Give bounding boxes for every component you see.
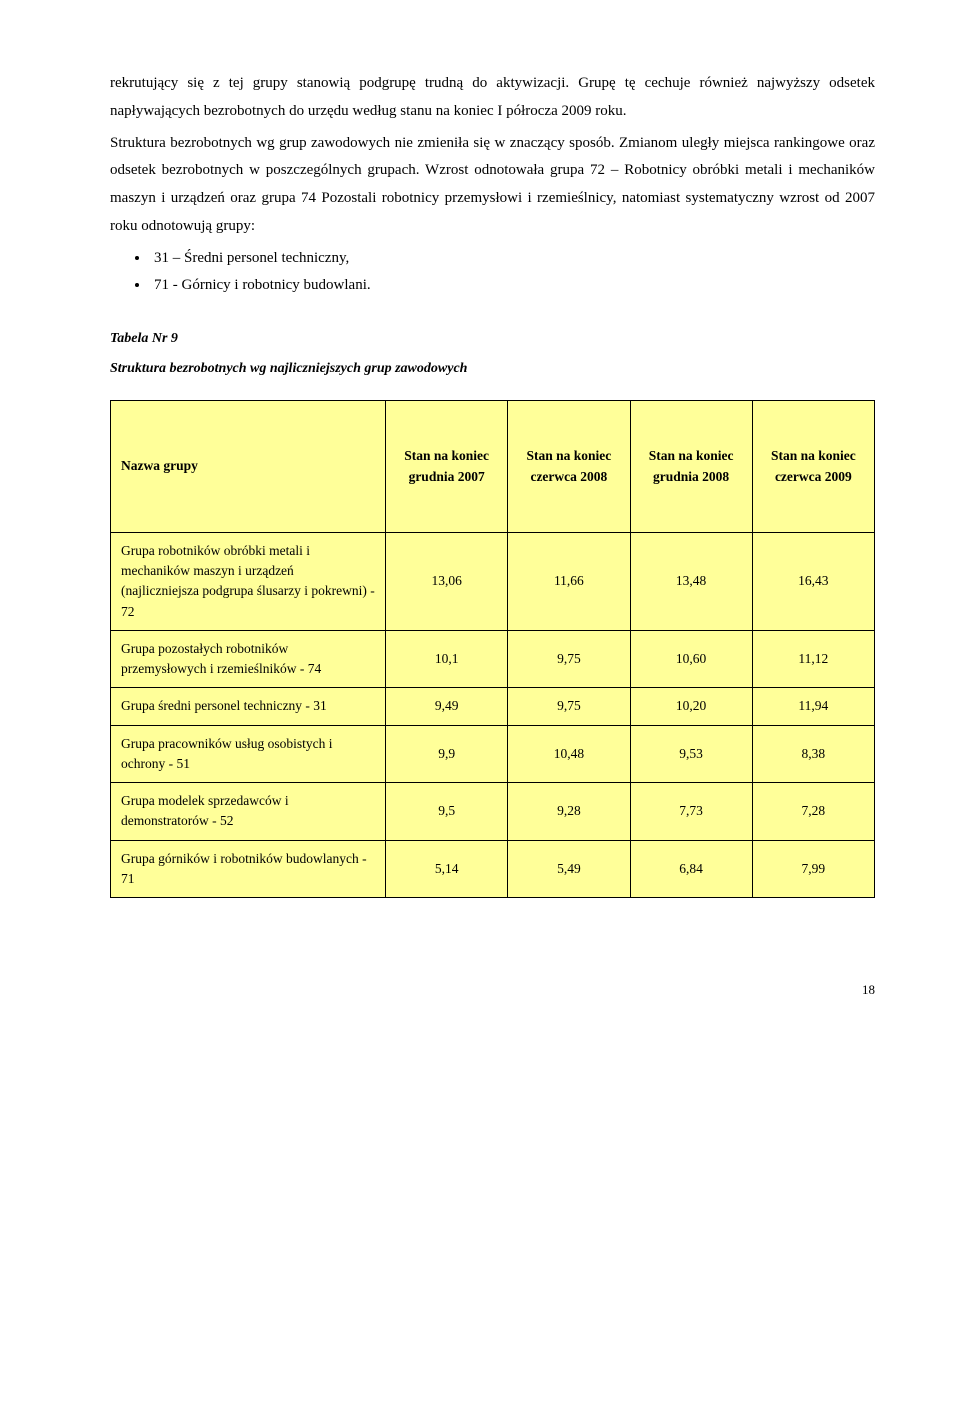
row-label: Grupa modelek sprzedawców i demonstrator… [111, 783, 386, 841]
table-body: Grupa robotników obróbki metali i mechan… [111, 532, 875, 897]
col-header-2a: Stan na koniec [516, 445, 621, 467]
cell: 5,14 [386, 840, 508, 898]
cell: 10,20 [630, 688, 752, 725]
cell: 9,75 [508, 688, 630, 725]
col-header-3b: grudnia 2008 [639, 466, 744, 488]
cell: 11,12 [752, 630, 874, 688]
cell: 16,43 [752, 532, 874, 630]
row-label: Grupa pozostałych robotników przemysłowy… [111, 630, 386, 688]
body-paragraph-2a: Struktura bezrobotnych wg grup zawodowyc… [110, 135, 875, 151]
cell: 11,66 [508, 532, 630, 630]
table-row: Grupa pracowników usług osobistych i och… [111, 725, 875, 783]
body-paragraph-2: Struktura bezrobotnych wg grup zawodowyc… [110, 130, 875, 241]
cell: 9,5 [386, 783, 508, 841]
cell: 5,49 [508, 840, 630, 898]
col-header-3: Stan na koniec grudnia 2008 [630, 400, 752, 532]
cell: 6,84 [630, 840, 752, 898]
cell: 7,73 [630, 783, 752, 841]
cell: 8,38 [752, 725, 874, 783]
table-row: Grupa górników i robotników budowlanych … [111, 840, 875, 898]
table-header-row: Nazwa grupy Stan na koniec grudnia 2007 … [111, 400, 875, 532]
table-row: Grupa modelek sprzedawców i demonstrator… [111, 783, 875, 841]
col-header-group: Nazwa grupy [111, 400, 386, 532]
col-header-4a: Stan na koniec [761, 445, 866, 467]
col-header-4b: czerwca 2009 [761, 466, 866, 488]
page-number: 18 [110, 978, 875, 1002]
row-label: Grupa pracowników usług osobistych i och… [111, 725, 386, 783]
bullet-item: 31 – Średni personel techniczny, [150, 245, 875, 273]
body-paragraph-1: rekrutujący się z tej grupy stanowią pod… [110, 70, 875, 126]
cell: 7,99 [752, 840, 874, 898]
col-header-2b: czerwca 2008 [516, 466, 621, 488]
data-table: Nazwa grupy Stan na koniec grudnia 2007 … [110, 400, 875, 898]
table-caption: Tabela Nr 9 [110, 326, 875, 352]
cell: 9,9 [386, 725, 508, 783]
cell: 7,28 [752, 783, 874, 841]
row-label: Grupa górników i robotników budowlanych … [111, 840, 386, 898]
col-header-1: Stan na koniec grudnia 2007 [386, 400, 508, 532]
table-row: Grupa pozostałych robotników przemysłowy… [111, 630, 875, 688]
bullet-list: 31 – Średni personel techniczny, 71 - Gó… [150, 245, 875, 301]
row-label: Grupa robotników obróbki metali i mechan… [111, 532, 386, 630]
cell: 13,06 [386, 532, 508, 630]
cell: 13,48 [630, 532, 752, 630]
body-paragraph-2b: odsetek bezrobotnych w poszczególnych gr… [110, 162, 875, 234]
cell: 9,49 [386, 688, 508, 725]
cell: 9,53 [630, 725, 752, 783]
bullet-item: 71 - Górnicy i robotnicy budowlani. [150, 272, 875, 300]
table-row: Grupa średni personel techniczny - 31 9,… [111, 688, 875, 725]
cell: 10,48 [508, 725, 630, 783]
table-row: Grupa robotników obróbki metali i mechan… [111, 532, 875, 630]
cell: 11,94 [752, 688, 874, 725]
cell: 10,60 [630, 630, 752, 688]
cell: 10,1 [386, 630, 508, 688]
col-header-4: Stan na koniec czerwca 2009 [752, 400, 874, 532]
cell: 9,75 [508, 630, 630, 688]
row-label: Grupa średni personel techniczny - 31 [111, 688, 386, 725]
col-header-1b: grudnia 2007 [394, 466, 499, 488]
col-header-3a: Stan na koniec [639, 445, 744, 467]
col-header-2: Stan na koniec czerwca 2008 [508, 400, 630, 532]
col-header-1a: Stan na koniec [394, 445, 499, 467]
cell: 9,28 [508, 783, 630, 841]
table-subcaption: Struktura bezrobotnych wg najliczniejszy… [110, 356, 875, 382]
